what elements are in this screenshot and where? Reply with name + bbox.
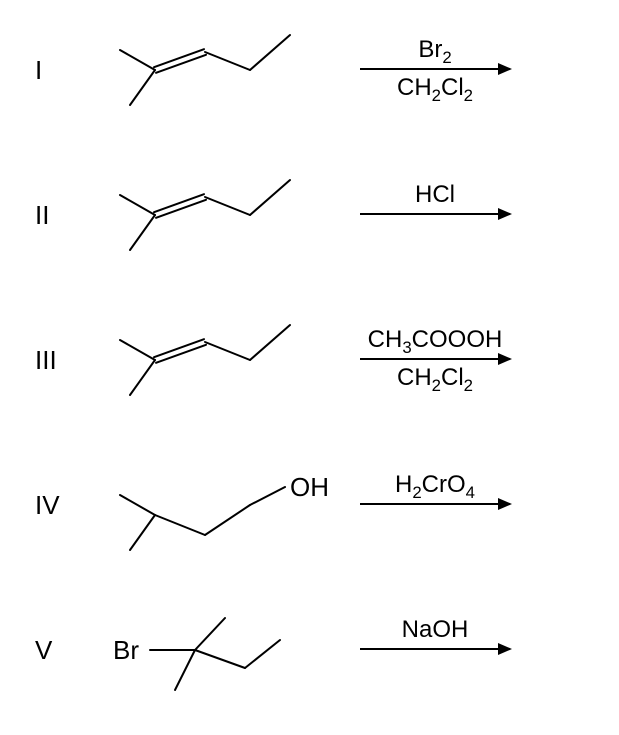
reaction-arrow-zone: NaOH — [330, 590, 590, 730]
substrate-structure: Br — [95, 590, 345, 730]
reaction-arrow-zone: H2CrO4 — [330, 445, 590, 585]
reagent-below-arrow: CH2Cl2 — [360, 364, 510, 392]
chemical-structure — [95, 300, 345, 440]
substrate-structure — [95, 300, 345, 440]
chemical-structure — [95, 445, 345, 585]
reaction-row: IV OH H2CrO4 — [0, 445, 619, 585]
reaction-numeral: V — [35, 635, 75, 666]
reaction-row: V Br NaOH — [0, 590, 619, 730]
reaction-numeral: I — [35, 55, 75, 86]
reaction-arrow-zone: Br2 CH2Cl2 — [330, 10, 590, 150]
reaction-numeral: III — [35, 345, 75, 376]
reaction-row: I Br2 CH2Cl2 — [0, 10, 619, 150]
chemical-structure — [95, 10, 345, 150]
reagent-above-arrow: Br2 — [360, 36, 510, 64]
atom-label: OH — [290, 472, 329, 503]
reagent-above-arrow: H2CrO4 — [360, 471, 510, 499]
reaction-numeral: IV — [35, 490, 75, 521]
reaction-arrow — [360, 213, 510, 215]
reaction-arrow — [360, 68, 510, 70]
substrate-structure — [95, 155, 345, 295]
substrate-structure: OH — [95, 445, 345, 585]
reaction-arrow — [360, 503, 510, 505]
chemical-structure — [95, 155, 345, 295]
reaction-arrow — [360, 358, 510, 360]
reaction-arrow-zone: CH3COOOH CH2Cl2 — [330, 300, 590, 440]
reagent-above-arrow: HCl — [360, 181, 510, 209]
substrate-structure — [95, 10, 345, 150]
reaction-arrow — [360, 648, 510, 650]
reagent-above-arrow: CH3COOOH — [360, 326, 510, 354]
reagent-below-arrow: CH2Cl2 — [360, 74, 510, 102]
atom-label: Br — [113, 635, 139, 666]
reaction-row: III CH3COOOH CH2Cl2 — [0, 300, 619, 440]
reaction-row: II HCl — [0, 155, 619, 295]
reaction-numeral: II — [35, 200, 75, 231]
reagent-above-arrow: NaOH — [360, 616, 510, 644]
reaction-arrow-zone: HCl — [330, 155, 590, 295]
